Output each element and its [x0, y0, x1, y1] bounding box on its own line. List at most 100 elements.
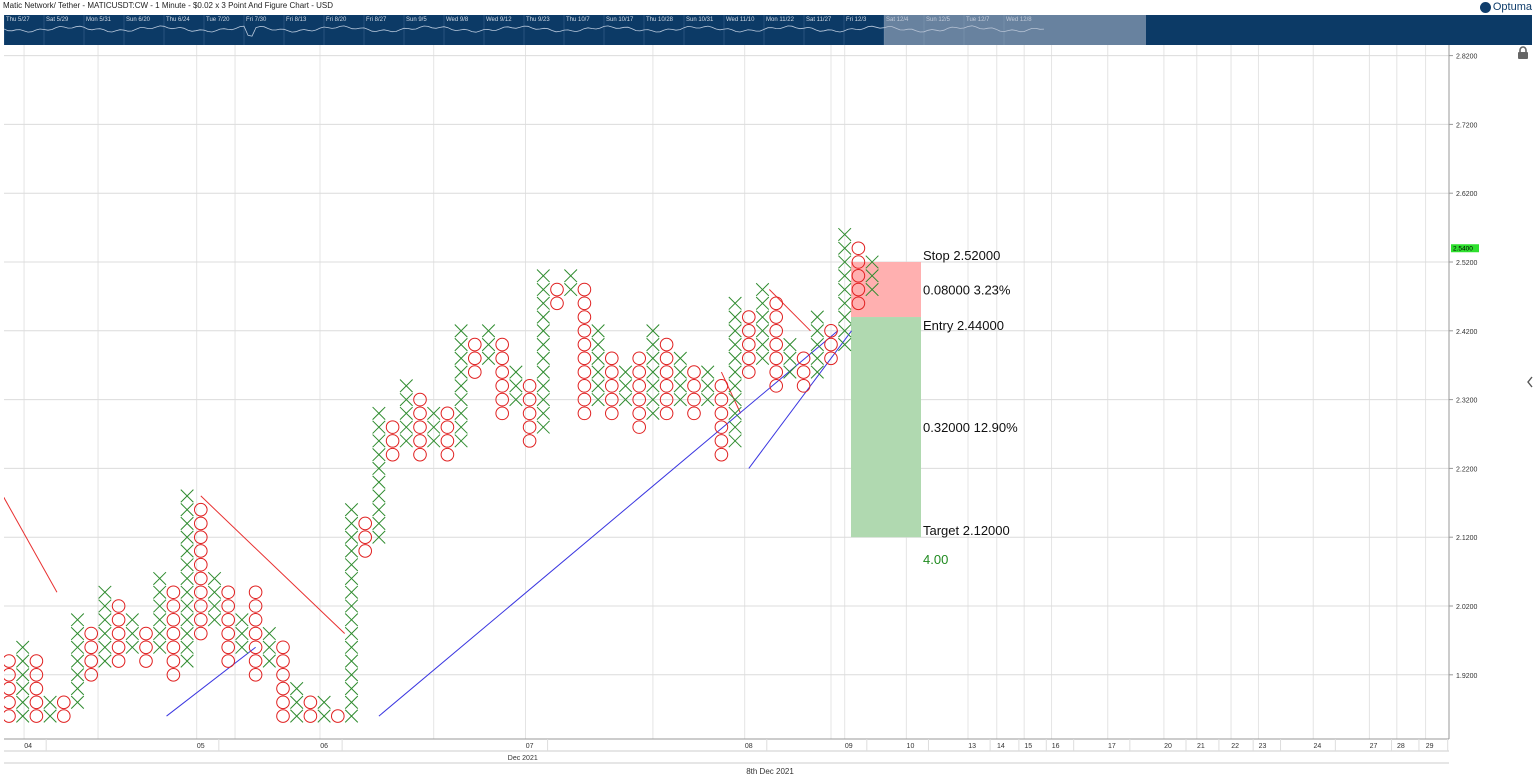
- o-box: [276, 668, 290, 682]
- x-box: [153, 585, 167, 599]
- x-box: [344, 503, 359, 517]
- overview-navigator[interactable]: Thu 5/27 Sat 5/29 Mon 5/31 Sun 6/20 Thu 6/24…: [4, 15, 1532, 45]
- o-box: [796, 379, 811, 393]
- x-box: [755, 324, 770, 338]
- chevron-left-icon[interactable]: [1526, 375, 1534, 389]
- o-box: [522, 406, 537, 421]
- x-tick-label: 22: [1231, 743, 1239, 750]
- overview-selection-window[interactable]: [884, 15, 1146, 45]
- x-box: [180, 558, 194, 572]
- x-box: [262, 640, 276, 654]
- o-box: [769, 351, 784, 366]
- x-box: [180, 585, 194, 599]
- chart-title: Matic Network/ Tether - MATICUSDT:CW - 1…: [3, 1, 334, 10]
- o-box: [742, 365, 756, 379]
- o-box: [495, 351, 510, 366]
- x-box: [70, 626, 85, 641]
- overview-date-label: Mon 5/31: [86, 17, 112, 23]
- x-tick-label: 08: [745, 743, 753, 750]
- o-box: [632, 420, 647, 434]
- o-box: [166, 626, 181, 641]
- o-box: [29, 681, 44, 696]
- o-box: [166, 668, 181, 682]
- x-box: [207, 599, 222, 613]
- overview-date-label: Fri 7/30: [246, 17, 267, 23]
- stop-label: Stop 2.52000: [923, 248, 1000, 263]
- o-box: [111, 626, 126, 641]
- x-box: [536, 296, 550, 310]
- x-box: [344, 544, 359, 558]
- o-box: [385, 420, 400, 434]
- o-box: [495, 337, 510, 352]
- reward-risk-ratio: 4.00: [923, 552, 948, 567]
- current-price-tag: [1451, 244, 1479, 253]
- x-box: [235, 626, 249, 641]
- x-box: [728, 310, 742, 324]
- overview-date-label: Thu 9/23: [526, 17, 550, 23]
- o-box: [221, 599, 235, 613]
- x-box: [564, 269, 578, 283]
- x-box: [591, 337, 605, 352]
- x-box: [838, 282, 852, 297]
- o-box: [522, 379, 537, 393]
- y-tick-label: 1.9200: [1456, 673, 1478, 680]
- stop-zone: [851, 262, 921, 318]
- x-box: [591, 379, 605, 393]
- x-box: [728, 420, 742, 434]
- x-box: [153, 599, 167, 613]
- o-box: [4, 681, 16, 696]
- o-box: [276, 695, 290, 710]
- o-box: [4, 668, 16, 682]
- x-box: [235, 613, 249, 627]
- x-box: [755, 351, 770, 365]
- o-box: [577, 379, 592, 393]
- o-box: [248, 654, 263, 668]
- x-box: [16, 640, 30, 654]
- x-box: [810, 365, 824, 379]
- x-box: [646, 351, 660, 365]
- x-tick-label: 05: [197, 743, 205, 750]
- o-box: [851, 296, 866, 311]
- x-box: [536, 420, 550, 434]
- overview-date-label: Thu 10/28: [646, 17, 674, 23]
- o-box: [166, 640, 181, 655]
- o-box: [221, 654, 235, 668]
- o-box: [851, 255, 866, 269]
- o-box: [111, 599, 126, 613]
- x-box: [344, 668, 359, 682]
- o-box: [605, 392, 619, 407]
- o-box: [194, 557, 208, 572]
- x-box: [536, 282, 550, 297]
- lock-icon[interactable]: [1516, 46, 1530, 60]
- o-box: [769, 365, 784, 379]
- x-box: [180, 516, 194, 531]
- overview-date-label: Fri 8/20: [326, 17, 347, 23]
- x-box: [98, 613, 112, 627]
- x-box: [344, 709, 359, 723]
- o-box: [605, 351, 619, 366]
- o-box: [742, 351, 756, 366]
- reward-label: 0.32000 12.90%: [923, 420, 1018, 435]
- x-box: [810, 310, 824, 324]
- x-box: [728, 365, 742, 379]
- x-box: [536, 365, 550, 379]
- o-box: [495, 379, 510, 393]
- x-box: [344, 626, 359, 641]
- y-tick-label: 2.3200: [1456, 398, 1478, 405]
- x-box: [591, 365, 605, 379]
- x-box: [399, 434, 413, 448]
- target-zone: [851, 317, 921, 538]
- overview-date-label: Fri 8/13: [286, 17, 307, 23]
- x-box: [372, 503, 386, 517]
- overview-date-label: Sun 10/17: [606, 17, 634, 23]
- x-box: [153, 571, 167, 586]
- x-box: [673, 392, 687, 407]
- overview-date-label: Wed 9/8: [446, 17, 469, 23]
- o-box: [577, 365, 592, 379]
- trendline: [166, 646, 256, 717]
- trendline: [378, 330, 839, 717]
- x-box: [290, 681, 304, 696]
- x-tick-label: 07: [526, 743, 534, 750]
- o-box: [687, 379, 701, 393]
- x-box: [591, 324, 605, 338]
